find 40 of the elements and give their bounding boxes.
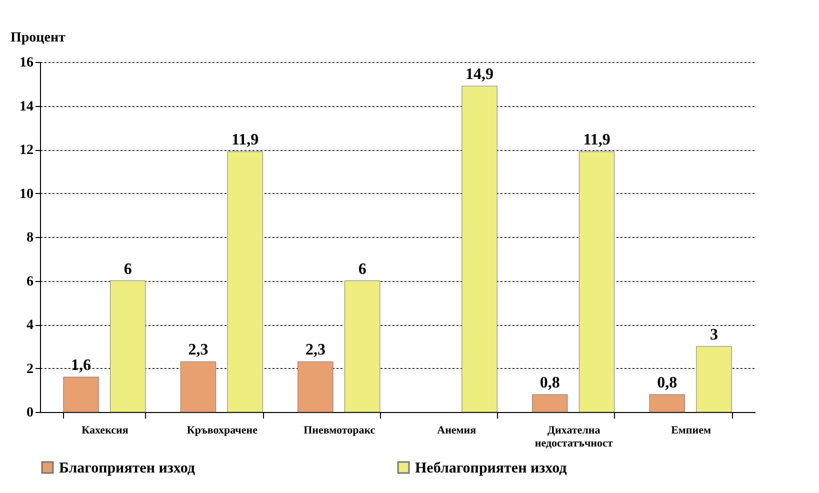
- y-tick-label: 2: [26, 362, 34, 377]
- data-label: 2,3: [188, 342, 208, 359]
- data-label: 0,8: [657, 374, 678, 392]
- data-label: 11,9: [583, 132, 610, 149]
- data-label: 6: [124, 260, 132, 278]
- bar: [227, 151, 263, 412]
- x-tick-label: Дихателна недостатъчност: [534, 424, 614, 450]
- y-tick-label: 12: [20, 143, 34, 158]
- bar: [696, 346, 732, 412]
- y-tick-label: 14: [20, 99, 34, 114]
- data-label: 2,3: [305, 342, 326, 359]
- bar: [298, 361, 334, 412]
- bar: [110, 280, 146, 412]
- y-tick-label: 16: [20, 56, 34, 70]
- x-tick-label: Анемия: [437, 424, 476, 436]
- bar: [63, 376, 99, 412]
- x-tick-label: Кръвохрачене: [186, 424, 258, 436]
- bar: [532, 394, 568, 412]
- bar: [180, 361, 216, 412]
- y-tick-label: 10: [20, 186, 34, 202]
- data-label: 11,9: [232, 132, 259, 149]
- data-label: 14,9: [466, 66, 494, 84]
- y-axis-title: Процент: [10, 30, 66, 46]
- data-label: 6: [358, 260, 366, 278]
- data-label: 1,6: [71, 357, 92, 374]
- bar: [649, 394, 685, 412]
- legend-label: Благоприятен изход: [59, 460, 196, 477]
- y-tick-label: 0: [26, 406, 34, 420]
- x-tick-label: Кахексия: [82, 424, 128, 436]
- x-tick-label: Емпием: [671, 424, 712, 436]
- y-tick-label: 4: [26, 318, 34, 333]
- y-tick-label: 8: [26, 230, 34, 246]
- bar: [462, 86, 498, 412]
- bar: [344, 280, 380, 412]
- legend-label: Неблагоприятен изход: [415, 460, 568, 477]
- data-label: 3: [710, 326, 718, 344]
- x-tick-label: Пневмоторакс: [304, 424, 376, 436]
- bar: [578, 151, 615, 412]
- data-label: 0,8: [540, 374, 560, 392]
- y-tick-label: 6: [26, 274, 34, 290]
